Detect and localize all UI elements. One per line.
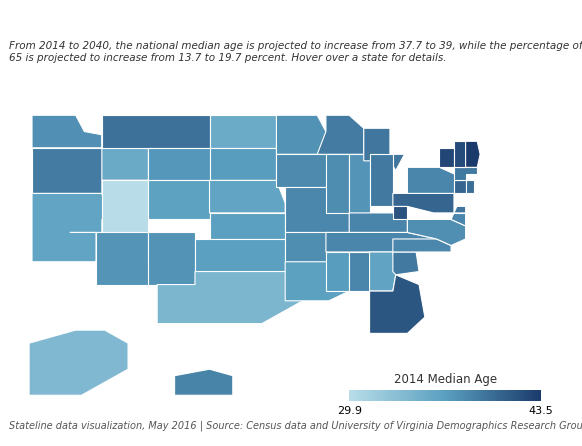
Polygon shape [370, 275, 425, 334]
Polygon shape [70, 180, 148, 262]
Polygon shape [393, 239, 451, 252]
Polygon shape [148, 232, 195, 285]
Polygon shape [466, 141, 480, 167]
Polygon shape [175, 369, 233, 395]
Polygon shape [317, 115, 364, 154]
Title: 2014 Median Age: 2014 Median Age [393, 373, 497, 386]
Polygon shape [454, 206, 466, 213]
Polygon shape [276, 115, 326, 154]
Polygon shape [454, 167, 477, 180]
Polygon shape [393, 194, 454, 213]
Polygon shape [407, 219, 466, 245]
Polygon shape [393, 206, 407, 219]
Polygon shape [434, 213, 466, 226]
Polygon shape [210, 180, 285, 213]
Polygon shape [454, 180, 466, 194]
Polygon shape [32, 148, 102, 194]
Polygon shape [32, 115, 102, 148]
Polygon shape [210, 148, 276, 180]
Polygon shape [148, 148, 210, 180]
Polygon shape [349, 252, 370, 291]
Polygon shape [157, 272, 303, 324]
Polygon shape [439, 148, 454, 167]
Polygon shape [285, 187, 349, 232]
Polygon shape [210, 213, 285, 239]
Polygon shape [326, 252, 349, 291]
Polygon shape [349, 213, 407, 232]
Text: From 2014 to 2040, the national median age is projected to increase from 37.7 to: From 2014 to 2040, the national median a… [9, 41, 582, 63]
Polygon shape [454, 206, 466, 213]
Polygon shape [276, 154, 349, 187]
Polygon shape [370, 154, 393, 206]
Polygon shape [326, 232, 436, 252]
Polygon shape [349, 154, 370, 213]
Polygon shape [454, 141, 466, 167]
Polygon shape [32, 194, 111, 262]
Polygon shape [29, 330, 128, 395]
Polygon shape [102, 135, 148, 180]
Polygon shape [407, 167, 466, 194]
Polygon shape [102, 180, 148, 232]
Polygon shape [195, 239, 303, 272]
Polygon shape [370, 252, 396, 291]
Polygon shape [466, 180, 474, 194]
Text: Aging Population: Aging Population [9, 12, 211, 32]
Polygon shape [326, 154, 349, 213]
Text: Stateline data visualization, May 2016 | Source: Census data and University of V: Stateline data visualization, May 2016 |… [9, 421, 582, 431]
Polygon shape [210, 115, 276, 148]
Polygon shape [285, 262, 349, 301]
Polygon shape [364, 128, 404, 170]
Polygon shape [285, 232, 349, 262]
Polygon shape [148, 180, 210, 219]
Polygon shape [393, 252, 419, 275]
Polygon shape [96, 232, 157, 285]
Polygon shape [102, 115, 210, 148]
